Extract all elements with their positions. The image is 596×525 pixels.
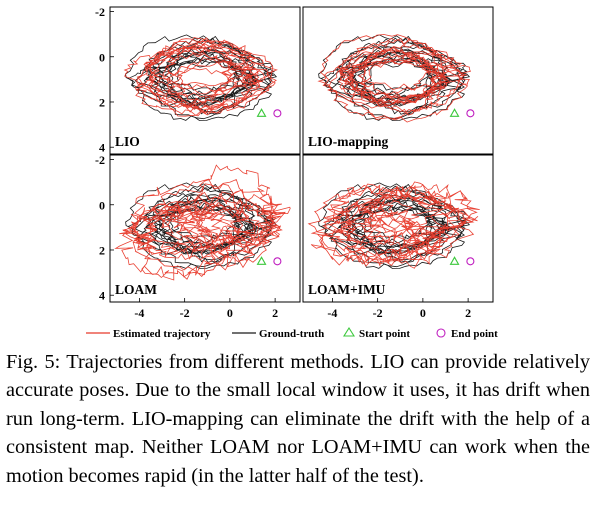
x-tick-label: 2 [465,306,471,320]
legend-item: Ground-truth [232,328,324,340]
ground-truth-trajectory [125,34,278,121]
y-tick-label: 0 [99,50,105,64]
y-tick-label: 4 [99,289,105,303]
x-tick-label: -4 [327,306,337,320]
legend: Estimated trajectory Ground-truth Start po… [86,326,498,340]
end-point-marker [273,257,282,266]
caption-text: Trajectories from different methods. LIO… [6,351,590,487]
legend-label: Ground-truth [259,328,324,340]
y-tick-label: 4 [99,141,105,155]
panel-frame [302,154,494,303]
legend-item: Estimated trajectory [86,328,211,340]
start-point-marker [256,256,267,265]
start-point-marker [256,108,267,117]
legend-label: End point [451,328,498,340]
y-tick-label: 2 [99,95,105,109]
start-point-marker [449,256,460,265]
panel-loam: LOAM -2 0 2 4 -4 -2 0 2 [95,153,301,320]
x-tick-label: 2 [272,306,278,320]
panel-label: LIO-mapping [308,134,389,149]
legend-circle-icon [436,328,446,338]
legend-label: Estimated trajectory [113,328,211,340]
panel-loam-imu: LOAM+IMU -4 -2 0 2 [302,154,494,320]
panel-frame [109,6,301,155]
trajectory-figure: LIO -2 0 2 4 LIO-mapping LOAM -2 0 2 4 -4 -2 0 2 LOAM+I… [86,5,498,340]
caption-label: Fig. 5: [6,351,61,373]
start-point-marker [449,108,460,117]
x-tick-label: -2 [373,306,383,320]
x-tick-label: 0 [227,306,233,320]
legend-label: Start point [359,328,410,340]
panel-lio: LIO -2 0 2 4 [95,5,301,155]
legend-item: Start point [343,326,410,340]
x-tick-label: -4 [134,306,144,320]
panel-label: LOAM [115,282,157,297]
x-tick-label: -2 [180,306,190,320]
panel-frame [302,6,494,155]
x-tick-label: 0 [420,306,426,320]
estimated-trajectory [307,181,480,269]
estimated-trajectory [317,34,471,123]
panel-label: LIO [115,134,140,149]
estimated-trajectory [114,164,291,281]
y-tick-label: 2 [99,243,105,257]
estimated-trajectory [123,36,278,117]
panel-label: LOAM+IMU [308,282,386,297]
end-point-marker [466,257,475,266]
panel-lio-mapping: LIO-mapping [302,6,494,155]
legend-triangle-icon [343,326,355,337]
end-point-marker [273,109,282,118]
end-point-marker [466,109,475,118]
y-tick-label: -2 [95,153,105,167]
legend-item: End point [436,328,498,340]
y-tick-label: 0 [99,198,105,212]
figure-caption: Fig. 5: Trajectories from different meth… [6,348,590,490]
y-tick-label: -2 [95,5,105,19]
